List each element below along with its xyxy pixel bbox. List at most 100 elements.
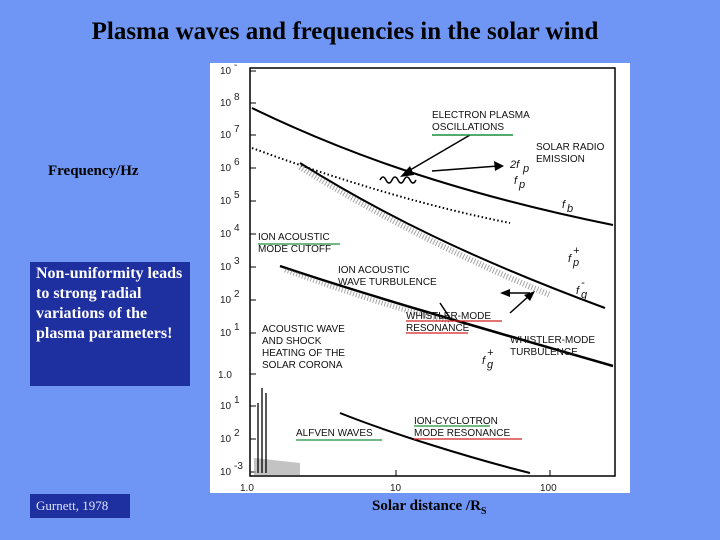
svg-text:10: 10 [220, 130, 232, 141]
svg-text:10: 10 [220, 328, 232, 339]
svg-text:SOLAR CORONA: SOLAR CORONA [262, 360, 343, 371]
y-tick-7: 102 [220, 289, 256, 306]
svg-text:10: 10 [220, 66, 232, 77]
svg-text:WAVE TURBULENCE: WAVE TURBULENCE [338, 277, 437, 288]
svg-text:g: g [487, 359, 494, 371]
x-axis-label: Solar distance /RS [372, 498, 486, 517]
annotation-acoustic-shock: ACOUSTIC WAVE AND SHOCK HEATING OF THE S… [262, 324, 345, 371]
svg-text:100: 100 [540, 483, 557, 493]
ion-acoustic-shade [298, 164, 552, 298]
svg-text:WHISTLER-MODE: WHISTLER-MODE [510, 335, 595, 346]
svg-text:8: 8 [234, 92, 240, 103]
ion-acoustic-curve [299, 162, 606, 309]
svg-text:f: f [568, 253, 572, 265]
svg-text:10: 10 [220, 229, 232, 240]
svg-text:ION ACOUSTIC: ION ACOUSTIC [338, 265, 410, 276]
svg-text:ELECTRON PLASMA: ELECTRON PLASMA [432, 110, 530, 121]
svg-text:g: g [581, 289, 588, 301]
annotation-solar-radio: SOLAR RADIO EMISSION [536, 142, 605, 165]
svg-text:1: 1 [234, 322, 240, 333]
y-axis-label: Frequency/Hz [48, 163, 139, 179]
callout-box: Non-uniformity leads to strong radial va… [30, 262, 190, 386]
svg-text:p: p [522, 163, 529, 175]
y-tick-1: 108 [220, 92, 256, 109]
svg-text:ACOUSTIC WAVE: ACOUSTIC WAVE [262, 324, 345, 335]
svg-text:HEATING OF THE: HEATING OF THE [262, 348, 345, 359]
svg-text:10: 10 [220, 98, 232, 109]
svg-text:p: p [572, 257, 579, 269]
whistler-curve [279, 264, 614, 368]
frequency-diagram: 10- 108 107 106 105 104 103 102 101 1.0 … [218, 63, 616, 493]
svg-text:MODE CUTOFF: MODE CUTOFF [258, 244, 331, 255]
y-tick-5: 104 [220, 223, 256, 240]
svg-text:4: 4 [234, 223, 240, 234]
annotation-whistler-turbulence: WHISTLER-MODE TURBULENCE [510, 335, 595, 358]
svg-text:-: - [581, 277, 585, 289]
svg-text:10: 10 [390, 483, 402, 493]
svg-text:EMISSION: EMISSION [536, 154, 585, 165]
svg-text:+: + [573, 245, 580, 257]
annotation-whistler-resonance: WHISTLER-MODE RESONANCE [406, 311, 502, 334]
annotation-ion-acoustic-turbulence: ION ACOUSTIC WAVE TURBULENCE [338, 265, 437, 288]
alfven-shade [254, 458, 300, 475]
svg-text:f: f [562, 199, 566, 211]
electron-plasma-curve [251, 107, 614, 226]
x-axis-label-text: Solar distance /R [372, 498, 481, 514]
annotation-ion-acoustic-cutoff: ION ACOUSTIC MODE CUTOFF [258, 232, 340, 255]
svg-text:2: 2 [234, 428, 240, 439]
svg-text:MODE RESONANCE: MODE RESONANCE [414, 428, 510, 439]
citation: Gurnett, 1978 [30, 494, 130, 518]
svg-text:f: f [576, 285, 580, 297]
svg-text:RESONANCE: RESONANCE [406, 323, 470, 334]
svg-text:10: 10 [220, 196, 232, 207]
svg-text:6: 6 [234, 157, 240, 168]
whistler-shade [284, 267, 451, 324]
oscillation-wave-icon [379, 176, 417, 184]
x-tick-1: 10 [390, 470, 402, 493]
x-axis-label-subscript: S [480, 506, 487, 517]
y-tick-8: 101 [220, 322, 256, 339]
frequency-figure: 10- 10 8 10 7 10 6 10 5 10 4 10 3 10 2 10 1 1.0 … [210, 63, 630, 493]
annotation-ion-cyclotron: ION-CYCLOTRON MODE RESONANCE [414, 416, 522, 440]
acoustic-spikes [257, 388, 267, 473]
svg-text:10: 10 [220, 295, 232, 306]
x-tick-0: 1.0 [240, 483, 254, 493]
y-tick-9: 1.0 [218, 370, 256, 381]
plot-frame [249, 67, 616, 477]
svg-text:1.0: 1.0 [218, 370, 232, 381]
svg-text:10: 10 [220, 401, 232, 412]
svg-text:-: - [234, 63, 237, 71]
y-tick-4: 105 [220, 190, 256, 207]
svg-text:ION-CYCLOTRON: ION-CYCLOTRON [414, 416, 498, 427]
svg-text:10: 10 [220, 163, 232, 174]
svg-text:10: 10 [220, 434, 232, 445]
y-tick-2: 107 [220, 124, 256, 141]
slide-title: Plasma waves and frequencies in the sola… [91, 18, 599, 45]
svg-text:ION ACOUSTIC: ION ACOUSTIC [258, 232, 330, 243]
svg-text:10: 10 [220, 467, 232, 478]
svg-text:f: f [482, 355, 486, 367]
svg-text:5: 5 [234, 190, 240, 201]
svg-text:2f: 2f [509, 159, 520, 171]
y-tick-10: 101 [220, 395, 256, 412]
svg-text:f: f [514, 175, 518, 187]
y-tick-3: 106 [220, 157, 256, 174]
svg-text:1.0: 1.0 [240, 483, 254, 493]
svg-text:ALFVEN WAVES: ALFVEN WAVES [296, 428, 373, 439]
symbol-fg-minus: f g- [576, 277, 588, 301]
svg-text:b: b [567, 203, 573, 215]
svg-text:10: 10 [220, 262, 232, 273]
svg-text:SOLAR RADIO: SOLAR RADIO [536, 142, 605, 153]
annotation-alfven: ALFVEN WAVES [296, 428, 382, 441]
symbol-2fp: 2f p [509, 159, 529, 175]
y-tick-0: 10- [220, 63, 256, 77]
svg-text:WHISTLER-MODE: WHISTLER-MODE [406, 311, 491, 322]
svg-text:-3: -3 [234, 461, 243, 472]
svg-text:1: 1 [234, 395, 240, 406]
arrows [400, 134, 535, 319]
y-tick-11: 102 [220, 428, 256, 445]
solar-radio-dotted-curve [251, 147, 511, 224]
svg-text:OSCILLATIONS: OSCILLATIONS [432, 122, 504, 133]
